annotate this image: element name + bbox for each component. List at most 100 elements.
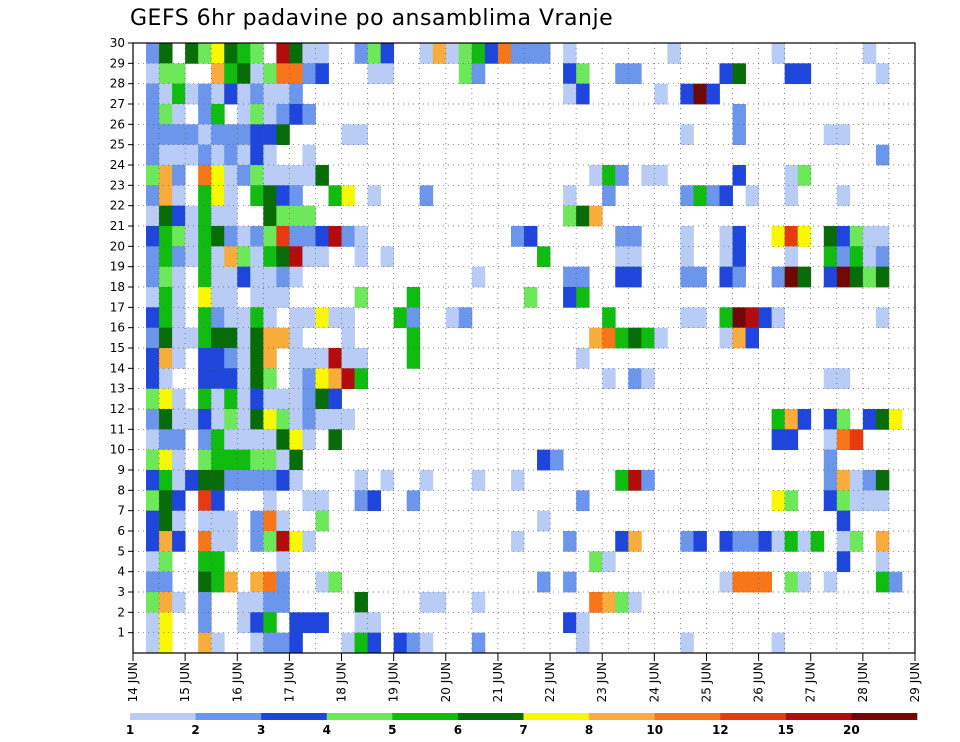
- heatmap-cells: [146, 43, 903, 654]
- heatmap-cell: [875, 63, 890, 85]
- heatmap-cell: [276, 510, 290, 532]
- heatmap-cell: [211, 551, 225, 573]
- heatmap-cell: [302, 388, 316, 410]
- heatmap-cell: [263, 185, 277, 207]
- y-tick-label: 12: [110, 402, 125, 416]
- heatmap-cell: [250, 388, 264, 410]
- heatmap-cell: [836, 409, 851, 430]
- heatmap-cell: [146, 63, 160, 85]
- heatmap-cell: [354, 287, 368, 308]
- heatmap-cell: [198, 43, 212, 64]
- heatmap-cell: [224, 205, 238, 227]
- heatmap-cell: [250, 409, 264, 430]
- heatmap-cell: [615, 592, 629, 613]
- heatmap-cell: [198, 531, 212, 552]
- heatmap-cell: [211, 246, 225, 268]
- heatmap-cell: [263, 307, 277, 329]
- heatmap-cell: [823, 246, 838, 268]
- heatmap-cell: [354, 246, 368, 268]
- heatmap-cell: [263, 266, 277, 288]
- heatmap-cell: [745, 185, 759, 207]
- heatmap-cell: [576, 63, 590, 85]
- colorbar-swatch: [130, 713, 196, 720]
- x-tick-label: 15 JUN: [178, 662, 192, 702]
- heatmap-cell: [198, 266, 212, 288]
- heatmap-cell: [146, 266, 160, 288]
- heatmap-cell: [198, 612, 212, 634]
- x-tick-label: 23 JUN: [595, 662, 609, 702]
- heatmap-cell: [211, 287, 225, 308]
- heatmap-cell: [849, 226, 864, 247]
- heatmap-cell: [289, 246, 303, 268]
- heatmap-cell: [289, 307, 303, 329]
- heatmap-cell: [263, 226, 277, 247]
- heatmap-cell: [693, 307, 707, 329]
- y-tick-label: 30: [110, 36, 125, 50]
- heatmap-cell: [276, 83, 290, 105]
- heatmap-cell: [146, 490, 160, 512]
- heatmap-cell: [875, 144, 890, 166]
- heatmap-cell: [771, 266, 786, 288]
- heatmap-cell: [211, 429, 225, 451]
- heatmap-cell: [732, 307, 746, 329]
- heatmap-cell: [302, 490, 316, 512]
- heatmap-cell: [237, 327, 251, 349]
- heatmap-cell: [784, 490, 799, 512]
- colorbar-swatch: [457, 713, 524, 720]
- heatmap-cell: [589, 205, 603, 227]
- heatmap-cell: [250, 266, 264, 288]
- heatmap-cell: [211, 510, 225, 532]
- heatmap-cell: [263, 470, 277, 491]
- heatmap-cell: [875, 490, 890, 512]
- heatmap-cell: [315, 368, 329, 390]
- heatmap-cell: [471, 63, 486, 85]
- heatmap-cell: [250, 612, 264, 634]
- y-tick-label: 15: [110, 341, 125, 355]
- heatmap-cell: [146, 388, 160, 410]
- heatmap-cell: [563, 205, 577, 227]
- heatmap-cell: [250, 571, 264, 593]
- heatmap-cell: [641, 470, 655, 491]
- heatmap-cell: [406, 327, 421, 349]
- colorbar-label: 6: [454, 723, 462, 737]
- heatmap-cell: [745, 307, 759, 329]
- heatmap-cell: [211, 205, 225, 227]
- colorbar: 1 2 3 4 5 6 7 8 10 12 15 20: [126, 713, 918, 737]
- heatmap-cell: [250, 307, 264, 329]
- heatmap-cell: [302, 104, 316, 125]
- heatmap-cell: [159, 449, 173, 471]
- y-tick-label: 3: [117, 585, 125, 599]
- heatmap-cell: [784, 246, 799, 268]
- heatmap-cell: [172, 266, 186, 288]
- y-tick-label: 10: [110, 443, 125, 457]
- heatmap-cell: [250, 83, 264, 105]
- heatmap-cell: [172, 165, 186, 186]
- heatmap-cell: [237, 348, 251, 369]
- heatmap-cell: [224, 63, 238, 85]
- x-tick-label: 19 JUN: [387, 662, 401, 702]
- heatmap-cell: [302, 368, 316, 390]
- heatmap-cell: [654, 83, 668, 105]
- heatmap-cell: [198, 205, 212, 227]
- heatmap-cell: [146, 104, 160, 125]
- heatmap-cell: [771, 490, 786, 512]
- heatmap-cell: [836, 246, 851, 268]
- heatmap-cell: [302, 144, 316, 166]
- heatmap-cell: [524, 287, 538, 308]
- heatmap-cell: [784, 571, 799, 593]
- colorbar-swatch: [785, 713, 852, 720]
- heatmap-cell: [341, 368, 355, 390]
- heatmap-cell: [849, 266, 864, 288]
- heatmap-cell: [224, 429, 238, 451]
- heatmap-cell: [341, 632, 355, 654]
- heatmap-cell: [146, 592, 160, 613]
- heatmap-cell: [354, 490, 368, 512]
- y-axis: 1234567891011121314151617181920212223242…: [110, 36, 133, 640]
- heatmap-cell: [276, 205, 290, 227]
- heatmap-cell: [732, 246, 746, 268]
- heatmap-cell: [289, 388, 303, 410]
- heatmap-cell: [302, 531, 316, 552]
- heatmap-cell: [224, 388, 238, 410]
- heatmap-cell: [224, 449, 238, 471]
- heatmap-cell: [211, 63, 225, 85]
